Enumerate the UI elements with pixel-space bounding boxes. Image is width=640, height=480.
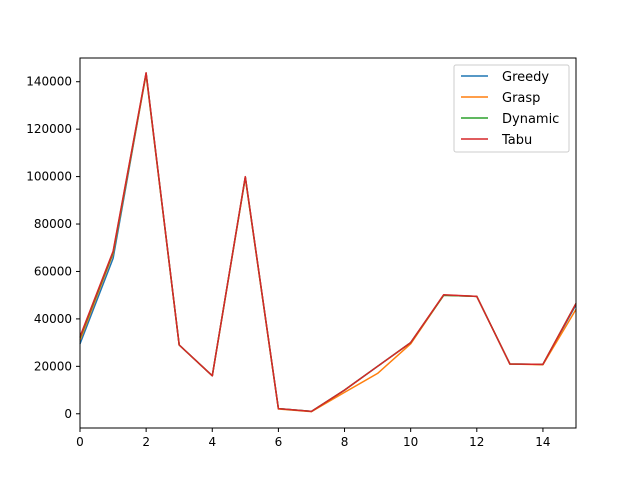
legend-label-greedy: Greedy bbox=[502, 70, 549, 85]
legend: Greedy Grasp Dynamic Tabu bbox=[453, 64, 570, 153]
y-tick-label: 120000 bbox=[26, 122, 72, 136]
series-layer bbox=[79, 71, 577, 413]
y-tick-label: 140000 bbox=[26, 75, 72, 89]
y-tick-label: 60000 bbox=[34, 264, 72, 278]
legend-label-dynamic: Dynamic bbox=[502, 112, 559, 127]
y-tick-label: 20000 bbox=[34, 359, 72, 373]
y-tick-label: 40000 bbox=[34, 312, 72, 326]
x-tick-label: 14 bbox=[535, 435, 550, 449]
axes-frame bbox=[79, 57, 577, 429]
x-tick-label: 12 bbox=[469, 435, 484, 449]
x-tick-label: 10 bbox=[403, 435, 418, 449]
x-tick-label: 8 bbox=[341, 435, 349, 449]
x-tick-label: 0 bbox=[76, 435, 84, 449]
legend-box bbox=[453, 64, 570, 153]
y-tick-label: 0 bbox=[64, 407, 72, 421]
series-line-tabu bbox=[79, 71, 577, 413]
x-tick-label: 4 bbox=[208, 435, 216, 449]
x-tick-label: 6 bbox=[275, 435, 283, 449]
y-tick-label: 100000 bbox=[26, 170, 72, 184]
x-axis: 0 2 4 6 8 10 12 14 bbox=[76, 428, 551, 449]
y-tick-label: 80000 bbox=[34, 217, 72, 231]
y-axis: 0 20000 40000 60000 80000 100000 120000 140000 bbox=[26, 75, 80, 421]
legend-label-tabu: Tabu bbox=[501, 133, 532, 148]
x-tick-label: 2 bbox=[142, 435, 150, 449]
legend-label-grasp: Grasp bbox=[502, 91, 540, 106]
